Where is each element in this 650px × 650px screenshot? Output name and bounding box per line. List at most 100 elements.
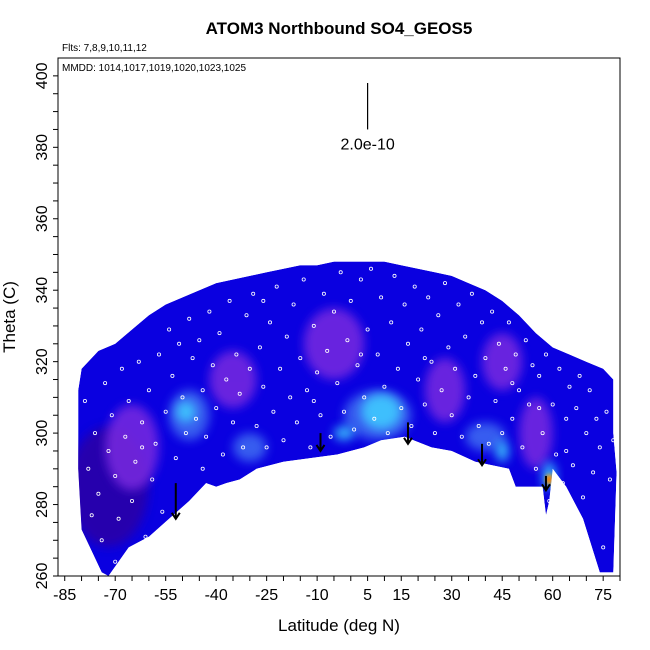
x-tick-label: -25 bbox=[255, 587, 278, 604]
x-tick-label: 60 bbox=[544, 587, 562, 604]
sample-point bbox=[207, 309, 212, 314]
sample-point bbox=[459, 434, 464, 439]
sample-point bbox=[301, 277, 306, 282]
y-tick-label: 400 bbox=[34, 62, 51, 89]
sample-points bbox=[82, 266, 616, 564]
field-patch bbox=[482, 333, 523, 391]
x-tick-label: -85 bbox=[53, 587, 76, 604]
profile-arrow-head bbox=[170, 512, 181, 521]
sample-point bbox=[261, 384, 266, 389]
x-axis: -85 -70 -55 -40 -25 -10 5 15 30 45 60 75 bbox=[53, 576, 621, 604]
sample-point bbox=[560, 481, 565, 486]
sample-point bbox=[422, 402, 427, 407]
field-patch bbox=[424, 358, 466, 423]
sample-point bbox=[479, 320, 484, 325]
sample-point bbox=[281, 438, 286, 443]
sample-point bbox=[416, 377, 421, 382]
flights-label: Flts: 7,8,9,10,11,12 bbox=[62, 43, 147, 54]
sample-point bbox=[220, 452, 225, 457]
sample-point bbox=[564, 416, 569, 421]
sample-point bbox=[577, 373, 582, 378]
profile-arrow-head bbox=[541, 483, 551, 493]
sample-point bbox=[419, 327, 424, 332]
sample-point bbox=[136, 359, 141, 364]
profile-arrow-head bbox=[315, 444, 326, 453]
sample-point bbox=[123, 434, 128, 439]
sample-point bbox=[469, 291, 474, 296]
field-patch bbox=[233, 433, 267, 462]
sample-point bbox=[570, 463, 575, 468]
dates-label: MMDD: 1014,1017,1019,1020,1023,1025 bbox=[62, 63, 246, 74]
sample-point bbox=[382, 384, 387, 389]
sample-point bbox=[230, 420, 235, 425]
sample-point bbox=[544, 352, 549, 357]
sample-point bbox=[358, 352, 363, 357]
sample-point bbox=[106, 448, 111, 453]
sample-point bbox=[156, 352, 161, 357]
sample-point bbox=[177, 341, 182, 346]
sample-point bbox=[341, 409, 346, 414]
sample-point bbox=[200, 466, 205, 471]
x-tick-label: 75 bbox=[594, 587, 612, 604]
sample-point bbox=[584, 431, 589, 436]
plot-frame bbox=[57, 57, 621, 577]
sample-point bbox=[517, 388, 522, 393]
profile-arrow-head bbox=[477, 458, 487, 468]
sample-point bbox=[368, 266, 373, 271]
sample-point bbox=[453, 366, 458, 371]
sample-point bbox=[429, 359, 434, 364]
sample-point bbox=[160, 509, 165, 514]
sample-point bbox=[234, 352, 239, 357]
sample-point bbox=[180, 395, 185, 400]
sample-point bbox=[328, 434, 333, 439]
sample-point bbox=[298, 356, 303, 361]
sample-point bbox=[483, 356, 488, 361]
plot-area bbox=[78, 83, 617, 576]
sample-point bbox=[355, 363, 360, 368]
sample-point bbox=[214, 406, 219, 411]
profile-arrow-head bbox=[403, 437, 413, 446]
sample-point bbox=[537, 373, 542, 378]
sample-point bbox=[183, 431, 188, 436]
sample-point bbox=[99, 538, 104, 543]
sample-point bbox=[581, 495, 586, 500]
y-tick-label: 320 bbox=[34, 348, 51, 375]
sample-point bbox=[362, 395, 367, 400]
sample-point bbox=[140, 445, 145, 450]
sample-point bbox=[449, 413, 454, 418]
sample-point bbox=[352, 427, 357, 432]
x-axis-label: Latitude (deg N) bbox=[278, 616, 400, 635]
sample-point bbox=[224, 377, 229, 382]
sample-point bbox=[264, 445, 269, 450]
sample-point bbox=[399, 406, 404, 411]
sample-point bbox=[345, 338, 350, 343]
sample-point bbox=[318, 413, 323, 418]
sample-point bbox=[129, 498, 134, 503]
sample-point bbox=[385, 431, 390, 436]
sample-point bbox=[500, 431, 505, 436]
sample-point bbox=[547, 498, 552, 503]
sample-point bbox=[89, 513, 94, 518]
x-tick-label: 15 bbox=[392, 587, 410, 604]
sample-point bbox=[476, 423, 481, 428]
field-patch bbox=[209, 350, 257, 409]
sample-point bbox=[358, 277, 363, 282]
field-patch bbox=[547, 476, 552, 483]
sample-point bbox=[540, 431, 545, 436]
sample-point bbox=[170, 373, 175, 378]
sample-point bbox=[365, 327, 370, 332]
sample-point bbox=[510, 381, 515, 386]
sample-point bbox=[335, 381, 340, 386]
sample-point bbox=[133, 459, 138, 464]
sample-point bbox=[96, 491, 101, 496]
sample-point bbox=[412, 284, 417, 289]
sample-point bbox=[597, 445, 602, 450]
sample-point bbox=[244, 313, 249, 318]
sample-point bbox=[113, 473, 118, 478]
x-tick-label: 5 bbox=[363, 587, 372, 604]
sample-point bbox=[426, 295, 431, 300]
x-tick-label: -10 bbox=[306, 587, 329, 604]
sample-point bbox=[116, 516, 121, 521]
sample-point bbox=[537, 406, 542, 411]
